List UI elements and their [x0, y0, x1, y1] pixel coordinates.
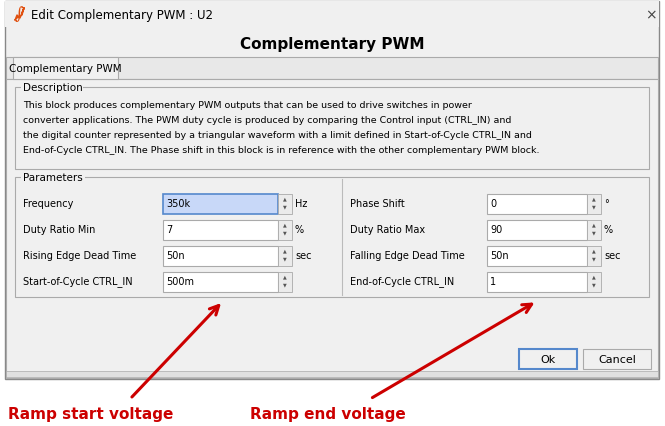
Bar [587, 195, 601, 215]
Text: Description: Description [23, 83, 82, 93]
Text: ▼: ▼ [592, 282, 596, 287]
Bar [21, 173, 85, 183]
Bar [487, 272, 587, 292]
Text: 350k: 350k [166, 199, 190, 208]
Bar [5, 2, 659, 379]
Text: 7: 7 [166, 225, 172, 234]
Text: Duty Ratio Min: Duty Ratio Min [23, 225, 95, 234]
Text: ▲: ▲ [283, 248, 287, 253]
Text: ▲: ▲ [592, 274, 596, 279]
Text: Rising Edge Dead Time: Rising Edge Dead Time [23, 250, 136, 260]
Text: 0: 0 [490, 199, 496, 208]
Bar [163, 195, 278, 215]
Text: Phase Shift: Phase Shift [350, 199, 405, 208]
Text: ▼: ▼ [283, 256, 287, 261]
Text: 50n: 50n [166, 250, 185, 260]
Text: Frequency: Frequency [23, 199, 73, 208]
Text: ▼: ▼ [592, 230, 596, 235]
Text: ▼: ▼ [283, 230, 287, 235]
Text: ▲: ▲ [283, 222, 287, 227]
Bar [278, 221, 292, 240]
Text: 90: 90 [490, 225, 502, 234]
Text: ▼: ▼ [283, 204, 287, 209]
Text: ∫: ∫ [15, 6, 23, 23]
Bar [278, 246, 292, 266]
Bar [6, 58, 658, 80]
Text: Hz: Hz [295, 199, 307, 208]
Bar [13, 58, 118, 80]
Text: Parameters: Parameters [23, 173, 82, 183]
Text: Complementary PWM: Complementary PWM [240, 36, 424, 52]
Text: ▲: ▲ [592, 196, 596, 201]
Bar [15, 178, 649, 297]
Text: %: % [295, 225, 304, 234]
Bar [163, 246, 278, 266]
Text: End-of-Cycle CTRL_IN: End-of-Cycle CTRL_IN [350, 276, 454, 287]
Text: ▲: ▲ [283, 274, 287, 279]
Bar [5, 2, 659, 28]
Text: ▲: ▲ [592, 222, 596, 227]
Bar [487, 221, 587, 240]
Text: Ramp start voltage: Ramp start voltage [8, 406, 174, 421]
Bar [163, 221, 278, 240]
Text: %: % [604, 225, 613, 234]
Text: ▼: ▼ [592, 256, 596, 261]
Bar [278, 195, 292, 215]
Bar [587, 272, 601, 292]
Bar [519, 349, 577, 369]
Text: 50n: 50n [490, 250, 509, 260]
Text: ▼: ▼ [283, 282, 287, 287]
Bar [487, 246, 587, 266]
Bar [15, 88, 649, 170]
Text: ▲: ▲ [592, 248, 596, 253]
Text: sec: sec [295, 250, 311, 260]
Bar [487, 195, 587, 215]
Text: Duty Ratio Max: Duty Ratio Max [350, 225, 425, 234]
Bar [163, 272, 278, 292]
Text: Start-of-Cycle CTRL_IN: Start-of-Cycle CTRL_IN [23, 276, 132, 287]
Text: End-of-Cycle CTRL_IN. The Phase shift in this block is in reference with the oth: End-of-Cycle CTRL_IN. The Phase shift in… [23, 146, 539, 155]
Text: Cancel: Cancel [598, 354, 636, 364]
Text: This block produces complementary PWM outputs that can be used to drive switches: This block produces complementary PWM ou… [23, 101, 472, 110]
Text: converter applications. The PWM duty cycle is produced by comparing the Control : converter applications. The PWM duty cyc… [23, 116, 511, 125]
Bar [6, 80, 658, 378]
Bar [6, 371, 658, 377]
Text: Complementary PWM: Complementary PWM [9, 64, 121, 74]
Bar [587, 221, 601, 240]
Text: the digital counter represented by a triangular waveform with a limit defined in: the digital counter represented by a tri… [23, 131, 532, 140]
Text: 500m: 500m [166, 276, 194, 286]
Text: Falling Edge Dead Time: Falling Edge Dead Time [350, 250, 465, 260]
Bar [587, 246, 601, 266]
Text: ▲: ▲ [283, 196, 287, 201]
Text: ▼: ▼ [592, 204, 596, 209]
Text: 1: 1 [490, 276, 496, 286]
Text: Ok: Ok [541, 354, 556, 364]
Bar [583, 349, 651, 369]
Bar [278, 272, 292, 292]
Text: Ramp end voltage: Ramp end voltage [250, 406, 406, 421]
Text: °: ° [604, 199, 608, 208]
Text: sec: sec [604, 250, 620, 260]
Text: Edit Complementary PWM : U2: Edit Complementary PWM : U2 [31, 9, 213, 21]
Text: ×: × [645, 8, 657, 22]
Bar [21, 83, 83, 93]
